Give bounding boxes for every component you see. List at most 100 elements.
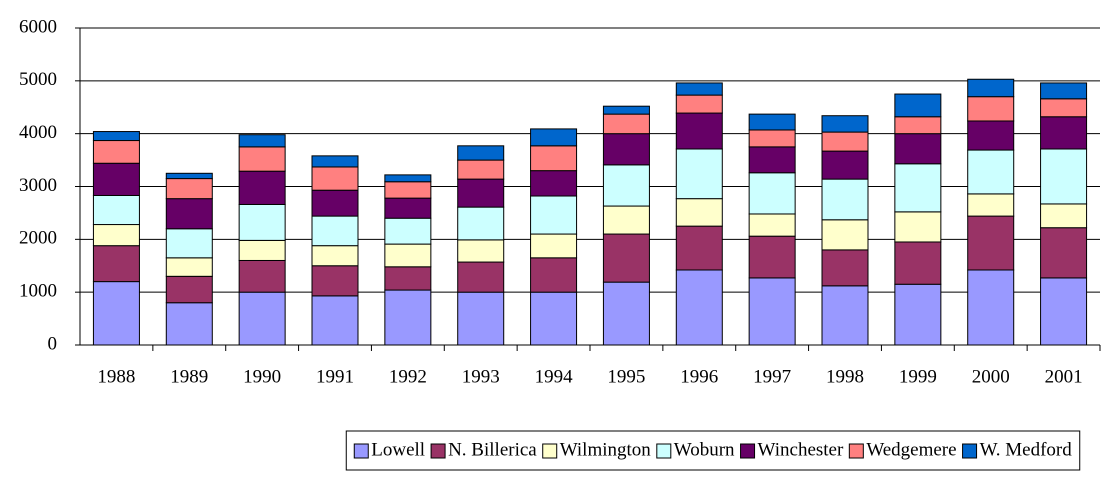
bar-segment: [530, 195, 578, 235]
bar-segment: [748, 129, 796, 148]
x-tick-label: 1995: [607, 366, 645, 387]
x-tick-label: 1990: [243, 366, 281, 387]
bar-segment: [602, 164, 650, 207]
bar-segment: [457, 159, 505, 180]
bar-segment: [602, 281, 650, 346]
bar-segment: [311, 245, 359, 267]
bar-segment: [967, 215, 1015, 271]
legend: Lowell N. Billerica Wilmington Woburn Winche…: [345, 430, 1081, 471]
bar-segment: [894, 163, 942, 213]
bar-segment: [748, 235, 796, 279]
legend-swatch: [848, 443, 864, 459]
x-tick-label: 1989: [170, 366, 208, 387]
bar-segment: [967, 96, 1015, 122]
legend-box: [345, 430, 1081, 471]
bar-segment: [457, 261, 505, 293]
bar-segment: [530, 257, 578, 293]
bar-segment: [311, 265, 359, 297]
bar-segment: [894, 211, 942, 243]
y-tick-label: 3000: [19, 175, 57, 196]
bar-segment: [675, 198, 723, 227]
bar-segment: [894, 93, 942, 118]
bar-segment: [238, 291, 286, 346]
legend-swatch: [542, 443, 558, 459]
bar-segment: [92, 140, 140, 164]
bar-segment: [1040, 277, 1088, 346]
bar-segment: [821, 219, 869, 251]
bar-segment: [457, 239, 505, 263]
bar-segment: [602, 233, 650, 283]
bar-segment: [675, 82, 723, 96]
y-tick-label: 6000: [19, 16, 57, 37]
bar-segment: [384, 174, 432, 183]
bar-segment: [530, 145, 578, 172]
bar-segment: [311, 295, 359, 346]
bar-segment: [748, 172, 796, 215]
bar-segment: [238, 203, 286, 241]
bar-segment: [165, 275, 213, 304]
bar-segment: [821, 178, 869, 221]
bar-segment: [384, 197, 432, 219]
bar-segment: [530, 233, 578, 259]
bar-segment: [530, 291, 578, 346]
bar-segment: [894, 283, 942, 346]
bar-segment: [602, 205, 650, 235]
legend-swatch: [740, 443, 756, 459]
bar-segment: [92, 194, 140, 226]
bar-segment: [165, 257, 213, 277]
bar-segment: [384, 266, 432, 291]
bar-segment: [894, 133, 942, 165]
y-tick-label: 0: [48, 333, 58, 354]
bar-segment: [675, 269, 723, 346]
x-tick-label: 2001: [1045, 366, 1083, 387]
bar-segment: [92, 245, 140, 283]
legend-swatch: [430, 443, 446, 459]
x-tick-label: 1992: [389, 366, 427, 387]
bar-segment: [675, 225, 723, 271]
bar-segment: [384, 243, 432, 268]
bar-segment: [238, 170, 286, 205]
bar-segment: [238, 134, 286, 148]
legend-swatch: [962, 443, 978, 459]
bar-segment: [967, 78, 1015, 98]
legend-label: N. Billerica: [448, 439, 537, 460]
bar-segment: [821, 285, 869, 346]
bar-segment: [92, 224, 140, 247]
bar-segment: [1040, 227, 1088, 279]
bar-segment: [384, 289, 432, 346]
bar-segment: [457, 178, 505, 208]
bar-segment: [967, 269, 1015, 346]
bar-segment: [748, 146, 796, 174]
y-tick-label: 5000: [19, 69, 57, 90]
bar-segment: [1040, 203, 1088, 229]
bar-segment: [92, 131, 140, 142]
bar-segment: [967, 193, 1015, 217]
bar-segment: [92, 162, 140, 196]
legend-label: Wedgemere: [866, 439, 956, 460]
bar-segment: [748, 113, 796, 131]
y-tick-label: 2000: [19, 228, 57, 249]
legend-label: Woburn: [674, 439, 735, 460]
bar-segment: [602, 105, 650, 115]
bar-segment: [602, 133, 650, 166]
legend-label: Wilmington: [560, 439, 652, 460]
legend-swatch: [656, 443, 672, 459]
bar-segment: [821, 131, 869, 152]
bar-segment: [384, 181, 432, 199]
bar-segment: [311, 155, 359, 168]
bar-segment: [165, 302, 213, 346]
bar-segment: [165, 198, 213, 230]
bar-segment: [311, 215, 359, 247]
bar-segment: [602, 113, 650, 135]
bar-segment: [165, 178, 213, 200]
x-tick-label: 1997: [753, 366, 791, 387]
bar-segment: [530, 170, 578, 197]
bar-segment: [967, 149, 1015, 195]
bar-segment: [894, 241, 942, 285]
bar-segment: [1040, 148, 1088, 205]
bar-segment: [1040, 82, 1088, 100]
x-tick-label: 1996: [680, 366, 718, 387]
bar-segment: [675, 148, 723, 200]
bar-segment: [967, 120, 1015, 151]
bar-segment: [821, 249, 869, 287]
